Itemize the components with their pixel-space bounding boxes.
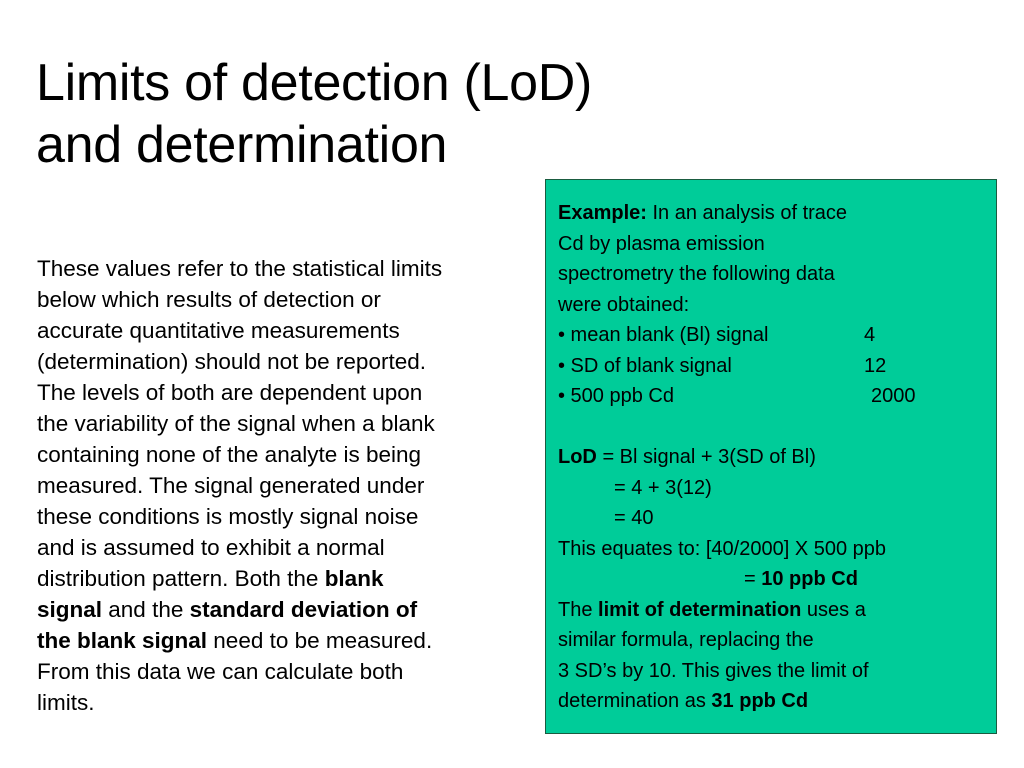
body-line-15: limits. xyxy=(37,690,95,715)
lod-step-2: = 40 xyxy=(614,507,654,529)
data-row-sd-blank: • SD of blank signal 12 xyxy=(558,351,990,382)
example-intro-line-1: Example: In an analysis of trace xyxy=(558,198,990,229)
example-intro-line-4: were obtained: xyxy=(558,293,690,316)
body-text-fragment: distribution pattern. Both the xyxy=(37,566,325,591)
lodet-line-2: similar formula, replacing the xyxy=(558,629,814,651)
body-line-3: accurate quantitative measurements xyxy=(37,318,400,343)
lod-result-value: 10 ppb Cd xyxy=(761,568,858,590)
slide-title: Limits of detection (LoD) and determinat… xyxy=(36,52,756,176)
lodet-line-1: The limit of determination uses a xyxy=(558,595,990,626)
data-row-500ppb: • 500 ppb Cd 2000 xyxy=(558,381,990,412)
body-bold-text: standard deviation of xyxy=(189,597,418,622)
data-row-mean-blank: • mean blank (Bl) signal 4 xyxy=(558,320,990,351)
lodet-bold-term: limit of determination xyxy=(598,598,802,621)
body-line-4: (determination) should not be reported. xyxy=(37,349,426,374)
body-bold-text: the blank signal xyxy=(37,628,208,653)
body-bold-text: signal xyxy=(37,597,103,622)
lodet-line-4: determination as 31 ppb Cd xyxy=(558,686,990,717)
slide-title-line-2: and determination xyxy=(36,116,448,174)
body-line-7: containing none of the analyte is being xyxy=(37,442,422,467)
body-line-6: the variability of the signal when a bla… xyxy=(37,411,435,436)
slide-title-line-1: Limits of detection (LoD) xyxy=(36,54,593,112)
data-row-value: 4 xyxy=(864,324,876,346)
body-line-11: distribution pattern. Both the blank xyxy=(37,563,557,594)
body-line-2: below which results of detection or xyxy=(37,287,381,312)
example-box: Example: In an analysis of trace Cd by p… xyxy=(545,179,997,734)
data-row-value: 2000 xyxy=(871,385,916,407)
body-line-10: and is assumed to exhibit a normal xyxy=(37,535,385,560)
body-bold-text: blank xyxy=(324,566,384,591)
lodet-text: The xyxy=(558,598,599,621)
lodet-text: determination as xyxy=(558,690,712,712)
body-line-14: From this data we can calculate both xyxy=(37,659,404,684)
example-intro-line-2: Cd by plasma emission xyxy=(558,232,765,255)
body-line-9: these conditions is mostly signal noise xyxy=(37,504,419,529)
body-text-fragment: and the xyxy=(102,597,190,622)
body-line-13: the blank signal need to be measured. xyxy=(37,625,557,656)
example-label: Example: xyxy=(558,202,647,224)
equates-line: This equates to: [40/2000] X 500 ppb xyxy=(558,537,887,560)
lodet-text: uses a xyxy=(801,598,866,621)
body-text-fragment: need to be measured. xyxy=(207,628,433,653)
lod-result-line: = 10 ppb Cd xyxy=(558,564,990,595)
body-line-1: These values refer to the statistical li… xyxy=(37,256,443,281)
data-row-label: • mean blank (Bl) signal xyxy=(558,324,769,346)
data-row-label: • 500 ppb Cd xyxy=(558,385,674,407)
example-box-content: Example: In an analysis of trace Cd by p… xyxy=(558,198,990,717)
example-intro-text: In an analysis of trace xyxy=(646,202,848,224)
lod-label: LoD xyxy=(558,446,597,468)
body-paragraph: These values refer to the statistical li… xyxy=(37,253,557,718)
lod-step-1: = 4 + 3(12) xyxy=(614,476,712,499)
lod-formula: = Bl signal + 3(SD of Bl) xyxy=(596,446,816,468)
data-row-label: • SD of blank signal xyxy=(558,354,732,377)
body-line-8: measured. The signal generated under xyxy=(37,473,425,498)
data-row-value: 12 xyxy=(864,354,887,377)
lodet-line-3: 3 SD’s by 10. This gives the limit of xyxy=(558,659,869,682)
lodet-result-value: 31 ppb Cd xyxy=(711,690,809,712)
body-line-12: signal and the standard deviation of xyxy=(37,594,557,625)
lod-result-prefix: = xyxy=(744,568,762,590)
lod-formula-line: LoD = Bl signal + 3(SD of Bl) xyxy=(558,442,990,473)
body-line-5: The levels of both are dependent upon xyxy=(37,380,423,405)
blank-line xyxy=(558,412,990,443)
example-intro-line-3: spectrometry the following data xyxy=(558,263,835,285)
